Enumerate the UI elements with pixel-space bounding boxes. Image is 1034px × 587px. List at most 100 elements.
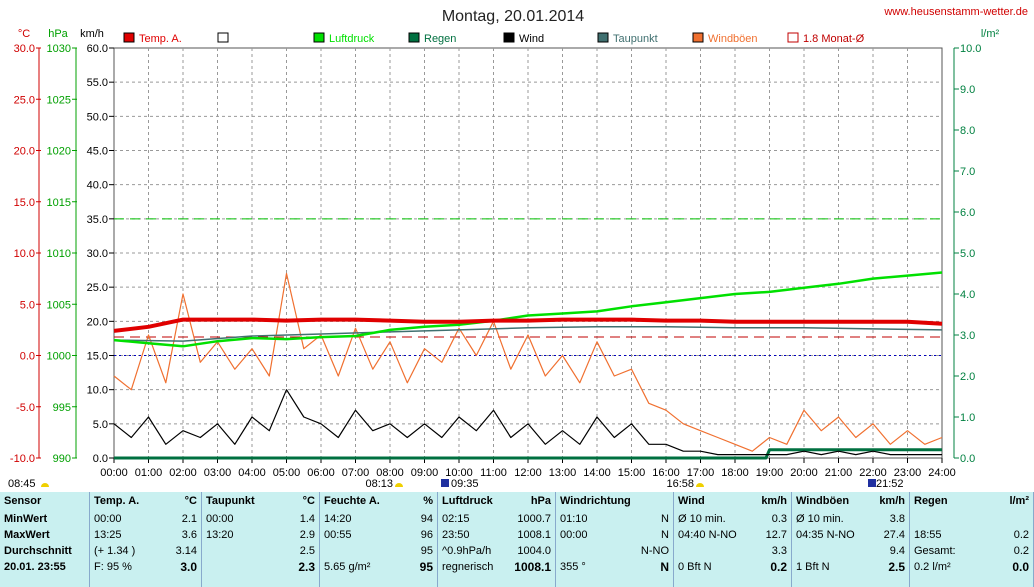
x-tick-label: 07:00 [342,467,370,479]
stats-column-unit: l/m² [1009,495,1029,507]
temp-tick-label: 0.0 [20,351,35,363]
chart-legend: Temp. A. Luftdruck Regen Wind Taupunkt Windbö… [123,32,865,45]
stats-cell-value: 2.5 [299,545,315,557]
temp-tick-label: -5.0 [16,402,35,414]
rain-tick-label: 9.0 [960,84,975,96]
rain-tick-label: 3.0 [960,330,975,342]
x-tick-label: 02:00 [169,467,197,479]
stats-panel: Sensor MinWert MaxWert Durchschnitt 20.0… [0,492,1034,587]
temp-tick-label: 20.0 [14,146,35,158]
stats-column: Regen l/m² 18:55 0.2 Gesamt: 0.2 0.2 l/m² 0.0 [910,492,1034,587]
stats-cell-value: 3.6 [181,529,197,541]
x-tick-label: 15:00 [618,467,646,479]
stats-label-now: 20.01. 23:55 [4,561,66,573]
stats-cell-value: 3.8 [889,513,905,525]
x-tick-label: 04:00 [238,467,266,479]
x-tick-label: 16:00 [652,467,680,479]
legend-swatch [597,32,609,43]
stats-cell-label: 355 ° [560,561,586,573]
sun-icon [696,483,704,487]
stats-cell-label: 00:00 [206,513,234,525]
series-line [114,448,942,460]
stats-cell-value: 2.1 [181,513,197,525]
stats-cell-label: 5.65 g/m² [324,561,371,573]
stats-cell-label: 04:35 N-NO [796,529,855,541]
site-url: www.heusenstamm-wetter.de [883,6,1028,18]
stats-cell-label: 00:55 [324,529,352,541]
stats-cell-label: Ø 10 min. [796,513,844,525]
stats-cell-value: 27.4 [883,529,905,541]
x-tick-label: 17:00 [687,467,715,479]
stats-cell-value: 2.9 [299,529,315,541]
stats-cell-label: regnerisch [442,561,494,573]
stats-cell-label: ^0.9hPa/h [442,545,492,557]
x-tick-label: 10:00 [445,467,473,479]
stats-column-title: Regen [914,495,948,507]
stats-cell-value: 1000.7 [517,513,551,525]
stats-cell-value: 9.4 [889,545,905,557]
legend-label: Temp. A. [139,33,182,45]
stats-column-title: Windböen [796,495,850,507]
stats-column-title: Wind [678,495,705,507]
press-tick-label: 990 [53,453,71,465]
rain-tick-label: 10.0 [960,43,981,55]
legend-label: Regen [424,33,456,45]
wind-tick-label: 40.0 [87,180,108,192]
x-tick-label: 01:00 [135,467,163,479]
press-tick-label: 1005 [47,299,71,311]
stats-column: Feuchte A.% 14:20 94 00:55 96 95 5.65 g/m² 95 [320,492,438,587]
stats-cell-label: 13:20 [206,529,234,541]
temp-tick-label: 5.0 [20,299,35,311]
marker-label-sunrise: 08:13 [365,478,393,490]
stats-cell-value: 0.0 [1012,560,1029,574]
chart-title: Montag, 20.01.2014 [442,8,584,25]
legend-swatch [123,32,135,43]
x-tick-label: 11:00 [480,467,507,479]
stats-column-title: Taupunkt [206,495,255,507]
stats-label-sensor: Sensor [4,495,42,507]
temp-tick-label: 30.0 [14,43,35,55]
stats-column-unit: °C [184,495,197,507]
temp-unit-label: °C [18,28,30,40]
rain-tick-label: 2.0 [960,371,975,383]
stats-cell-value: 0.2 [1013,529,1029,541]
stats-cell-value: 96 [420,529,433,541]
stats-cell-value: N-NO [640,545,669,557]
x-tick-label: 05:00 [273,467,301,479]
wind-tick-label: 10.0 [87,385,108,397]
stats-cell-value: N [660,560,669,574]
stats-cell-value: 1004.0 [517,545,551,557]
stats-column-unit: °C [302,495,315,507]
stats-cell-label: 00:00 [560,529,588,541]
weather-chart: Montag, 20.01.2014 www.heusenstamm-wette… [8,6,1028,490]
stats-column-title: Feuchte A. [324,495,380,507]
press-tick-label: 1020 [47,146,71,158]
stats-cell-label: (+ 1.34 ) [94,545,136,557]
x-tick-label: 24:00 [928,467,956,479]
stats-cell-label: 04:40 N-NO [678,529,737,541]
x-tick-label: 21:00 [825,467,853,479]
stats-column-unit: % [423,495,433,507]
rain-tick-label: 4.0 [960,289,975,301]
legend-swatch [503,32,515,43]
stats-column: Windrichtung 01:10 N 00:00 N N-NO 355 ° N [556,492,674,587]
stats-cell-value: 1008.1 [514,560,551,574]
wind-tick-label: 50.0 [87,111,108,123]
stats-cell-value: 94 [420,513,433,525]
press-tick-label: 995 [53,402,71,414]
stats-labels: Sensor MinWert MaxWert Durchschnitt 20.0… [0,492,90,587]
legend-label: Taupunkt [613,33,658,45]
marker-label-sunset: 16:58 [666,478,694,490]
stats-cell-label: Gesamt: [914,545,956,557]
stats-column: Windböen km/h Ø 10 min. 3.8 04:35 N-NO 27.4 9.… [792,492,910,587]
x-tick-label: 00:00 [100,467,128,479]
press-tick-label: 1010 [47,248,71,260]
wind-tick-label: 25.0 [87,282,108,294]
rain-tick-label: 8.0 [960,125,975,137]
x-tick-label: 22:00 [859,467,887,479]
rain-tick-label: 7.0 [960,166,975,178]
stats-column-unit: km/h [879,495,905,507]
stats-cell-value: 2.3 [298,560,315,574]
sun-icon [41,483,49,487]
stats-column-title: Windrichtung [560,495,631,507]
